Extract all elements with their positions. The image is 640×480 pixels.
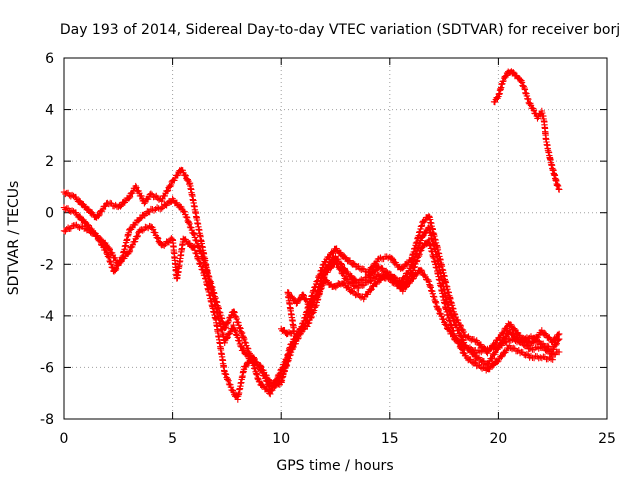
x-tick-label: 5 (168, 431, 177, 447)
data-markers (278, 266, 563, 356)
data-series (60, 68, 563, 403)
y-tick-label: -6 (40, 360, 54, 376)
series-track-d (278, 266, 563, 356)
series-track-e (490, 68, 563, 193)
y-axis-label: SDTVAR / TECUs (6, 181, 22, 296)
x-tick-label: 15 (381, 431, 399, 447)
x-tick-label: 25 (598, 431, 616, 447)
series-track-c (60, 221, 556, 403)
chart-title: Day 193 of 2014, Sidereal Day-to-day VTE… (60, 22, 620, 38)
axis-ticks: 0 5 10 15 20 25 -8 -6 -4 -2 0 2 4 6 (40, 51, 616, 447)
x-tick-label: 0 (60, 431, 69, 447)
y-tick-label: 6 (45, 51, 54, 67)
y-tick-label: -4 (40, 309, 54, 325)
y-tick-label: 2 (45, 154, 54, 170)
y-tick-label: 0 (45, 206, 54, 222)
plot-frame (63, 57, 608, 420)
data-markers (490, 68, 563, 193)
grid-lines (64, 58, 607, 419)
x-axis-label: GPS time / hours (276, 458, 393, 474)
x-tick-label: 20 (489, 431, 507, 447)
data-markers (60, 221, 556, 403)
x-tick-label: 10 (272, 431, 290, 447)
y-tick-label: -8 (40, 412, 54, 428)
y-tick-label: 4 (45, 103, 54, 119)
y-tick-label: -2 (40, 257, 54, 273)
